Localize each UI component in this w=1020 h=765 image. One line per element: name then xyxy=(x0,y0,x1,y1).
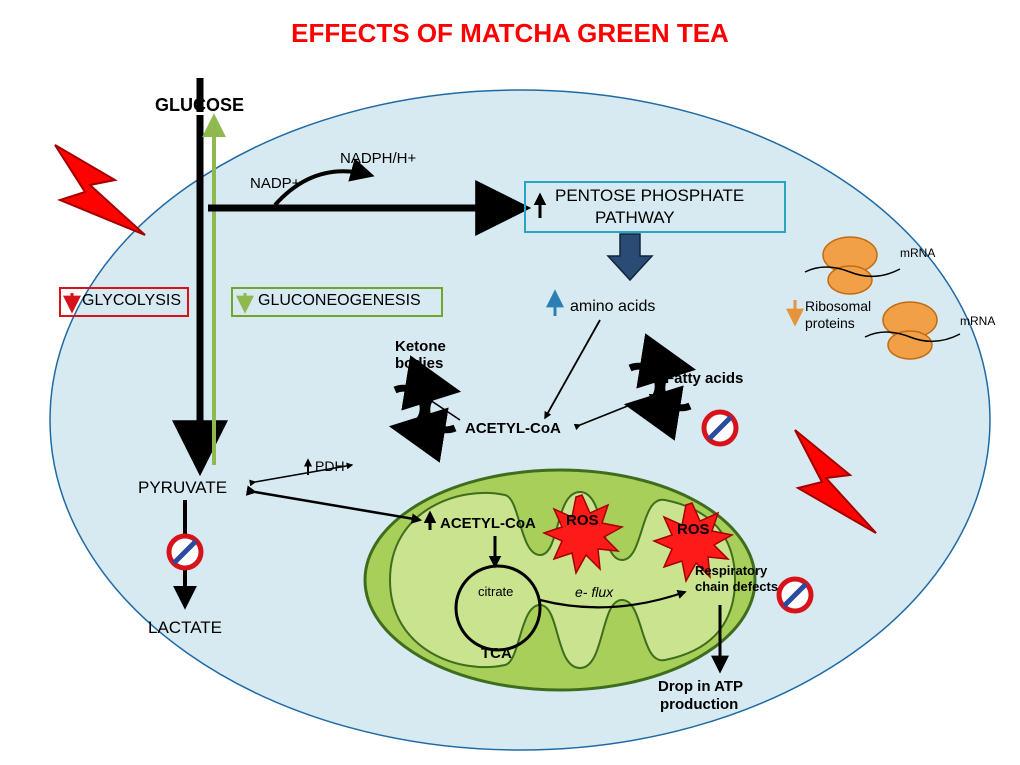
label-glycolysis: GLYCOLYSIS xyxy=(82,292,181,310)
label-pdh: PDH xyxy=(315,458,345,474)
label-eflux: e- flux xyxy=(575,584,613,600)
label-gluconeogenesis: GLUCONEOGENESIS xyxy=(258,292,421,310)
diagram-title: EFFECTS OF MATCHA GREEN TEA xyxy=(0,18,1020,49)
label-nadp: NADP+ xyxy=(250,175,300,192)
label-resp1: Respiratory xyxy=(695,563,767,578)
bolt-left xyxy=(55,145,145,235)
label-pyruvate: PYRUVATE xyxy=(138,478,227,498)
label-citrate: citrate xyxy=(478,584,513,599)
label-ribprot2: proteins xyxy=(805,315,855,331)
label-ribprot1: Ribosomal xyxy=(805,298,871,314)
label-ros1: ROS xyxy=(566,512,599,529)
prohibit-lactate xyxy=(169,536,201,568)
label-resp2: chain defects xyxy=(695,579,778,594)
prohibit-fatty xyxy=(704,412,736,444)
label-ketone: Ketone xyxy=(395,338,446,355)
label-mrna1: mRNA xyxy=(900,246,935,260)
label-tca: TCA xyxy=(481,645,512,662)
label-acetyl2: ACETYL-CoA xyxy=(440,515,536,532)
label-mrna2: mRNA xyxy=(960,314,995,328)
label-drop1: Drop in ATP xyxy=(658,678,743,695)
label-glucose: GLUCOSE xyxy=(155,95,244,116)
label-fatty: Fatty acids xyxy=(665,370,743,387)
label-bodies: bodies xyxy=(395,355,443,372)
label-acetyl1: ACETYL-CoA xyxy=(465,420,561,437)
label-lactate: LACTATE xyxy=(148,618,222,638)
label-nadph: NADPH/H+ xyxy=(340,150,416,167)
prohibit-resp xyxy=(779,579,811,611)
label-ros2: ROS xyxy=(677,521,710,538)
label-drop2: production xyxy=(660,696,738,713)
label-aminoacids: amino acids xyxy=(570,298,655,316)
label-ppp2: PATHWAY xyxy=(595,208,675,228)
diagram-stage: EFFECTS OF MATCHA GREEN TEA GLUCOSE GLYC… xyxy=(0,0,1020,765)
label-ppp1: PENTOSE PHOSPHATE xyxy=(555,186,744,206)
